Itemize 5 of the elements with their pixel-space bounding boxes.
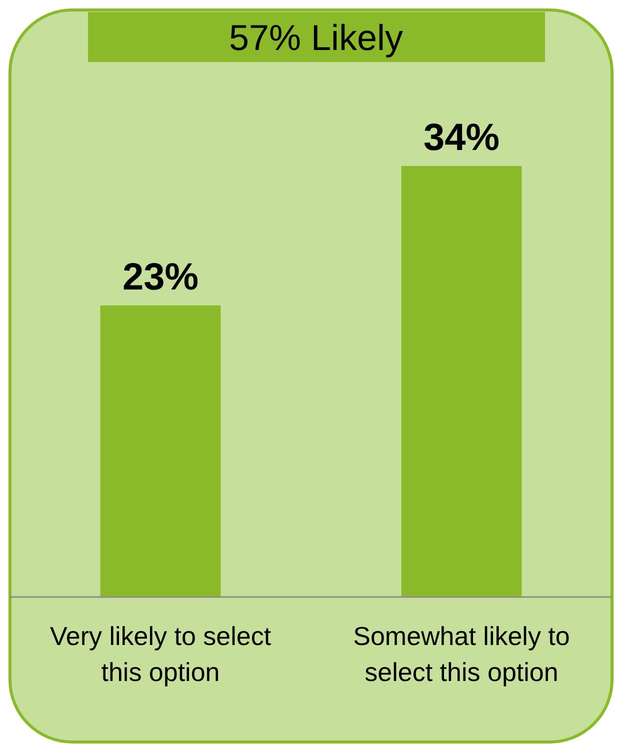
chart-title: 57% Likely [228,17,404,58]
data-label: 34% [423,117,500,159]
x-tick-label: Very likely to select this option [50,621,272,687]
data-label: 23% [122,256,199,298]
x-tick-label: Somewhat likely to select this option [353,621,570,687]
